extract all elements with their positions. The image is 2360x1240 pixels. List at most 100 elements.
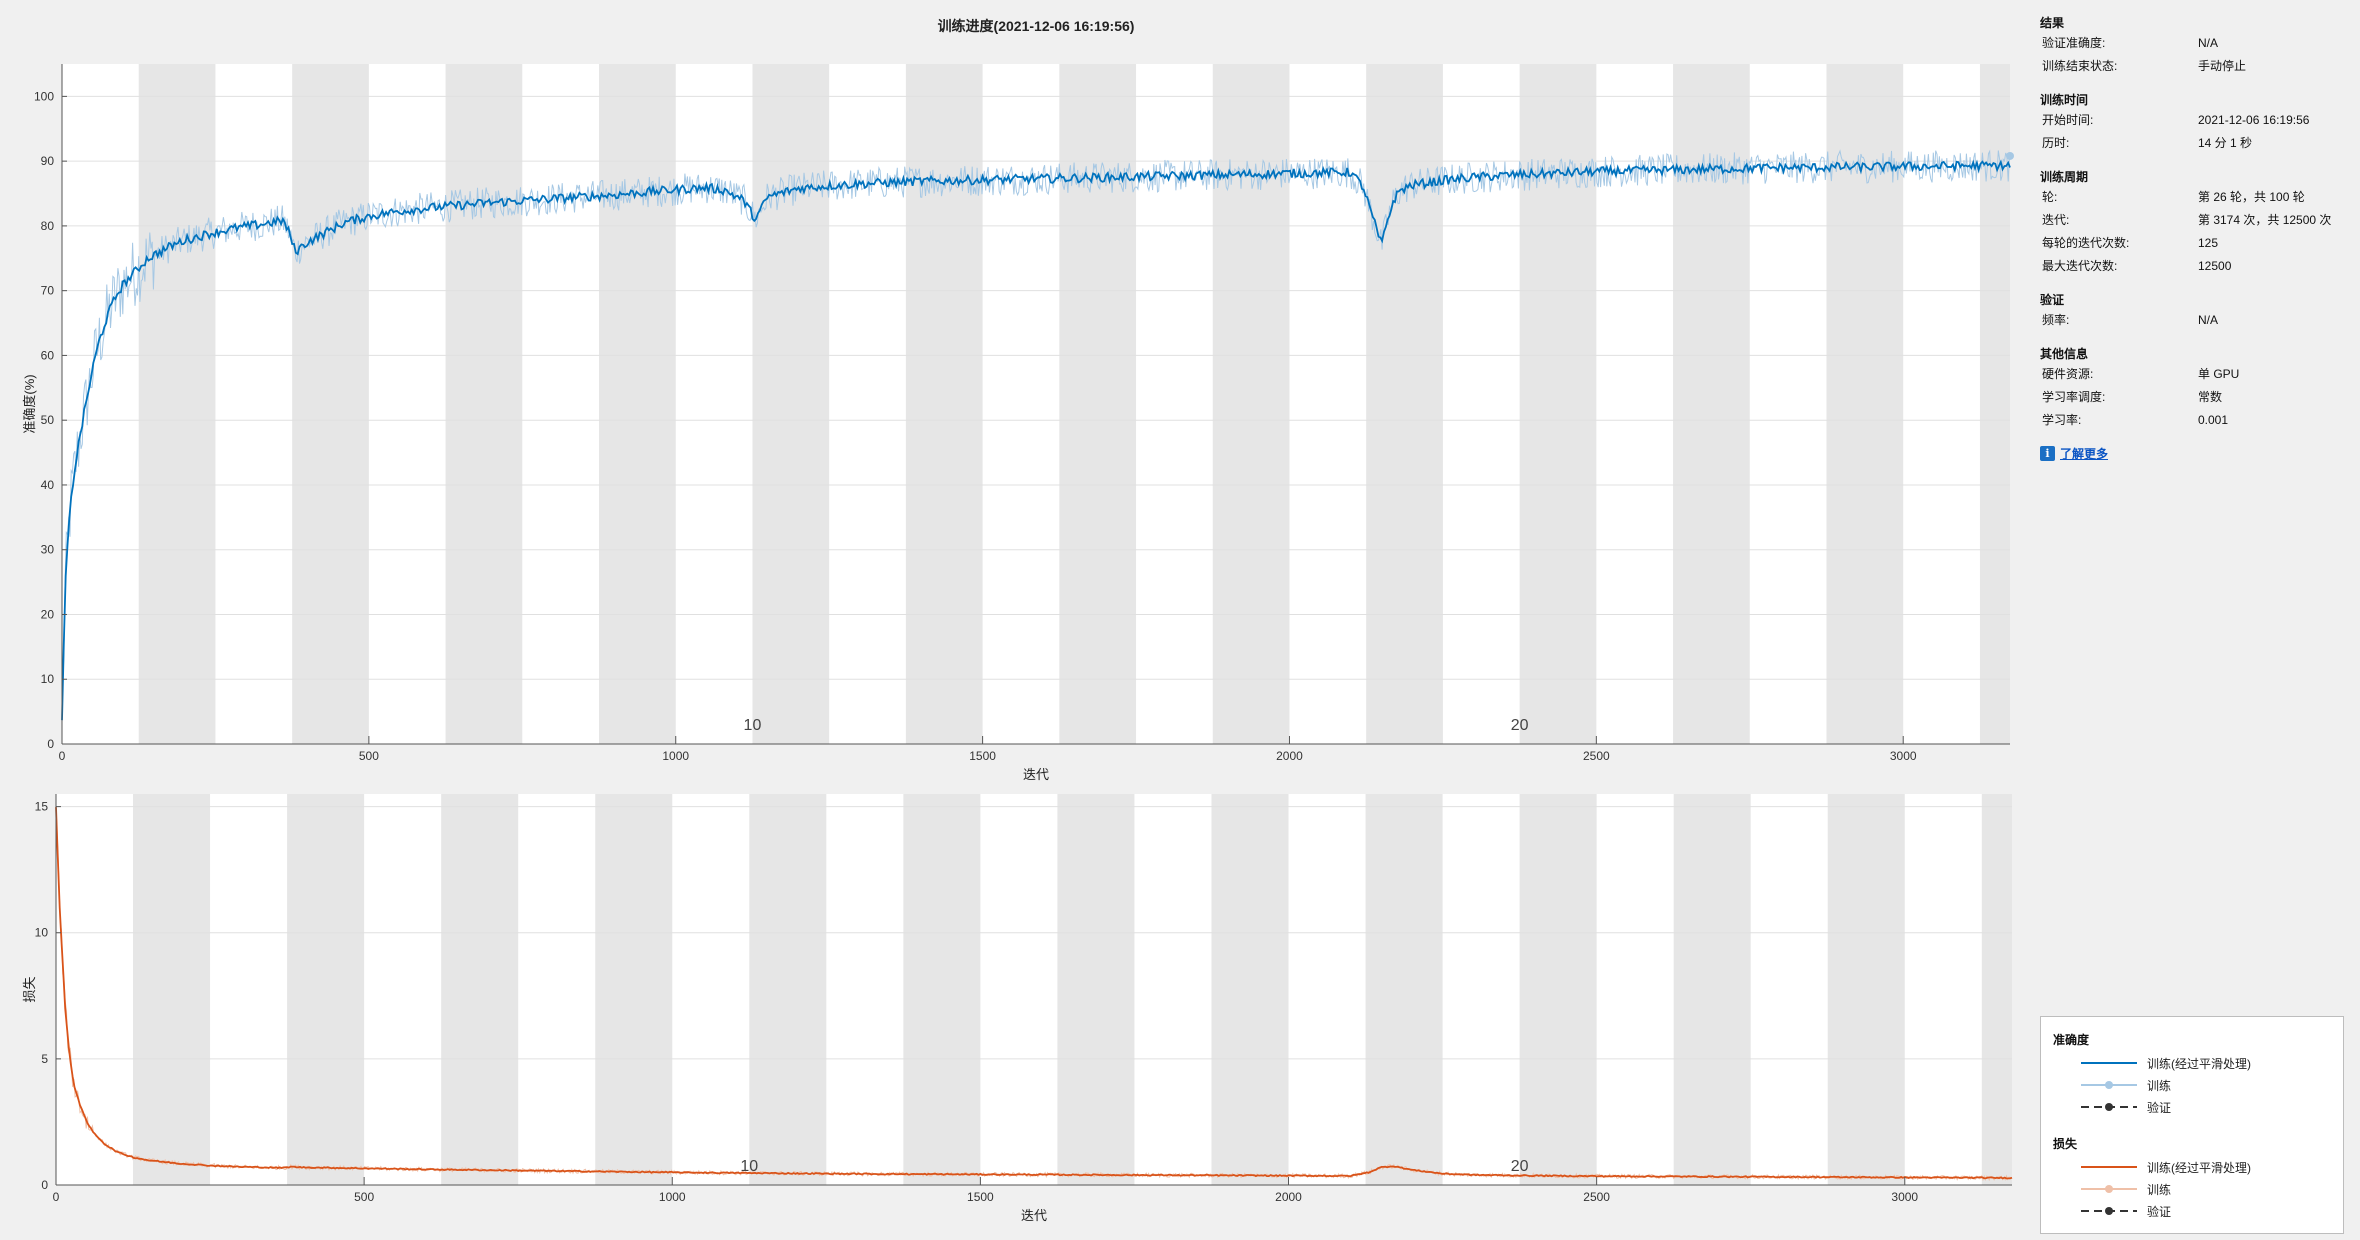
y-tick-label: 90: [41, 154, 55, 168]
info-section-header: 训练时间: [2040, 93, 2089, 107]
epoch-band: [752, 64, 830, 744]
legend-loss-validation-label: 验证: [2147, 1204, 2172, 1219]
info-row: 训练结束状态: 手动停止: [2040, 55, 2340, 78]
y-tick-label: 0: [47, 737, 54, 751]
info-row: 轮: 第 26 轮，共 100 轮: [2040, 186, 2340, 209]
y-tick-label: 30: [41, 543, 55, 557]
y-tick-label: 40: [41, 478, 55, 492]
legend-box: 准确度 训练(经过平滑处理) 训练 验证 损失 训练(经过平滑处理) 训练 验证: [2040, 1016, 2344, 1234]
info-value: 手动停止: [2198, 59, 2247, 73]
info-value: 2021-12-06 16:19:56: [2198, 113, 2310, 127]
y-tick-label: 20: [41, 607, 55, 621]
info-section: 验证 频率: N/A: [2040, 291, 2340, 332]
info-key: 开始时间:: [2042, 113, 2094, 127]
legend-accuracy-train: 训练: [2079, 1077, 2171, 1093]
accuracy-last-point: [2006, 151, 2014, 160]
legend-accuracy-validation: 验证: [2079, 1099, 2171, 1115]
x-tick-label: 0: [59, 749, 66, 763]
epoch-band: [1519, 794, 1597, 1185]
x-tick-label: 2500: [1583, 1190, 1610, 1204]
learn-more-label[interactable]: 了解更多: [2060, 447, 2109, 461]
x-tick-label: 2500: [1583, 749, 1610, 763]
epoch-band: [1057, 794, 1135, 1185]
x-tick-label: 1000: [662, 749, 689, 763]
info-row: 硬件资源: 单 GPU: [2040, 363, 2340, 386]
info-row: 历时: 14 分 1 秒: [2040, 132, 2340, 155]
info-row: 每轮的迭代次数: 125: [2040, 232, 2340, 255]
info-row: 学习率: 0.001: [2040, 409, 2340, 432]
x-tick-label: 1000: [659, 1190, 686, 1204]
epoch-band: [1212, 64, 1290, 744]
info-key: 迭代:: [2042, 213, 2070, 227]
info-key: 历时:: [2042, 136, 2070, 150]
info-value: 第 3174 次，共 12500 次: [2198, 213, 2332, 227]
x-tick-label: 1500: [969, 749, 996, 763]
accuracy-train-smoothed-line: [61, 159, 2011, 721]
y-tick-label: 10: [41, 672, 55, 686]
info-key: 训练结束状态:: [2042, 59, 2118, 73]
info-value: 单 GPU: [2198, 367, 2240, 381]
info-value: 常数: [2198, 390, 2223, 404]
y-tick-label: 0: [41, 1178, 48, 1192]
legend-loss-validation: 验证: [2079, 1203, 2171, 1219]
info-key: 每轮的迭代次数:: [2042, 236, 2130, 250]
y-tick-label: 5: [41, 1052, 48, 1066]
y-tick-label: 70: [41, 284, 55, 298]
epoch-band: [445, 64, 523, 744]
epoch-band: [1366, 64, 1443, 744]
y-tick-label: 15: [35, 800, 49, 814]
info-row: 迭代: 第 3174 次，共 12500 次: [2040, 209, 2340, 232]
info-value: 14 分 1 秒: [2198, 136, 2253, 150]
legend-accuracy-smoothed: 训练(经过平滑处理): [2079, 1055, 2251, 1071]
x-tick-label: 3000: [1891, 1190, 1918, 1204]
epoch-band: [1211, 794, 1289, 1185]
info-section-header: 其他信息: [2040, 347, 2089, 361]
info-value: 第 26 轮，共 100 轮: [2198, 190, 2305, 204]
epoch-band: [1826, 64, 1904, 744]
info-key: 学习率调度:: [2042, 390, 2106, 404]
info-value: N/A: [2198, 313, 2219, 327]
info-value: 125: [2198, 236, 2219, 250]
legend-accuracy-validation-label: 验证: [2147, 1100, 2172, 1115]
legend-loss-smoothed: 训练(经过平滑处理): [2079, 1159, 2251, 1175]
legend-accuracy-train-label: 训练: [2147, 1078, 2172, 1093]
epoch-band: [1673, 794, 1751, 1185]
info-section: 训练周期 轮: 第 26 轮，共 100 轮迭代: 第 3174 次，共 12500 …: [2040, 168, 2340, 278]
epoch-band: [749, 794, 827, 1185]
epoch-band: [903, 794, 981, 1185]
y-tick-label: 60: [41, 348, 55, 362]
legend-loss-train-label: 训练: [2147, 1182, 2172, 1197]
info-key: 验证准确度:: [2042, 36, 2106, 50]
x-tick-label: 3000: [1890, 749, 1917, 763]
legend-accuracy-smoothed-label: 训练(经过平滑处理): [2147, 1056, 2251, 1071]
info-panel: 结果验证准确度: N/A 训练结束状态: 手动停止训练时间开始时间: 2021-12-0…: [2040, 14, 2340, 462]
legend-loss-smoothed-label: 训练(经过平滑处理): [2147, 1160, 2251, 1175]
info-key: 最大迭代次数:: [2042, 259, 2118, 273]
x-tick-label: 2000: [1275, 1190, 1302, 1204]
loss-train-smoothed-line: [55, 807, 2013, 1180]
epoch-band: [599, 64, 676, 744]
chart-title: 训练进度(2021-12-06 16:19:56): [937, 18, 1135, 34]
learn-more-link[interactable]: i 了解更多: [2040, 445, 2340, 462]
info-section: 其他信息硬件资源: 单 GPU 学习率调度: 常数学习率: 0.001: [2040, 345, 2340, 432]
x-tick-label: 1500: [967, 1190, 994, 1204]
y-tick-label: 50: [41, 413, 55, 427]
info-key: 学习率:: [2042, 413, 2082, 427]
epoch-band: [138, 64, 216, 744]
info-key: 频率:: [2042, 313, 2070, 327]
y-tick-label: 10: [35, 926, 49, 940]
x-tick-label: 2000: [1276, 749, 1303, 763]
epoch-label: 10: [740, 1158, 758, 1175]
info-row: 最大迭代次数: 12500: [2040, 255, 2340, 278]
info-value: N/A: [2198, 36, 2219, 50]
info-key: 硬件资源:: [2042, 367, 2094, 381]
info-value: 0.001: [2198, 413, 2229, 427]
epoch-band: [287, 794, 365, 1185]
info-row: 频率: N/A: [2040, 309, 2340, 332]
epoch-label: 20: [1511, 1158, 1529, 1175]
info-section-header: 结果: [2040, 16, 2065, 30]
y-axis-label: 损失: [22, 976, 37, 1002]
epoch-band: [133, 794, 211, 1185]
